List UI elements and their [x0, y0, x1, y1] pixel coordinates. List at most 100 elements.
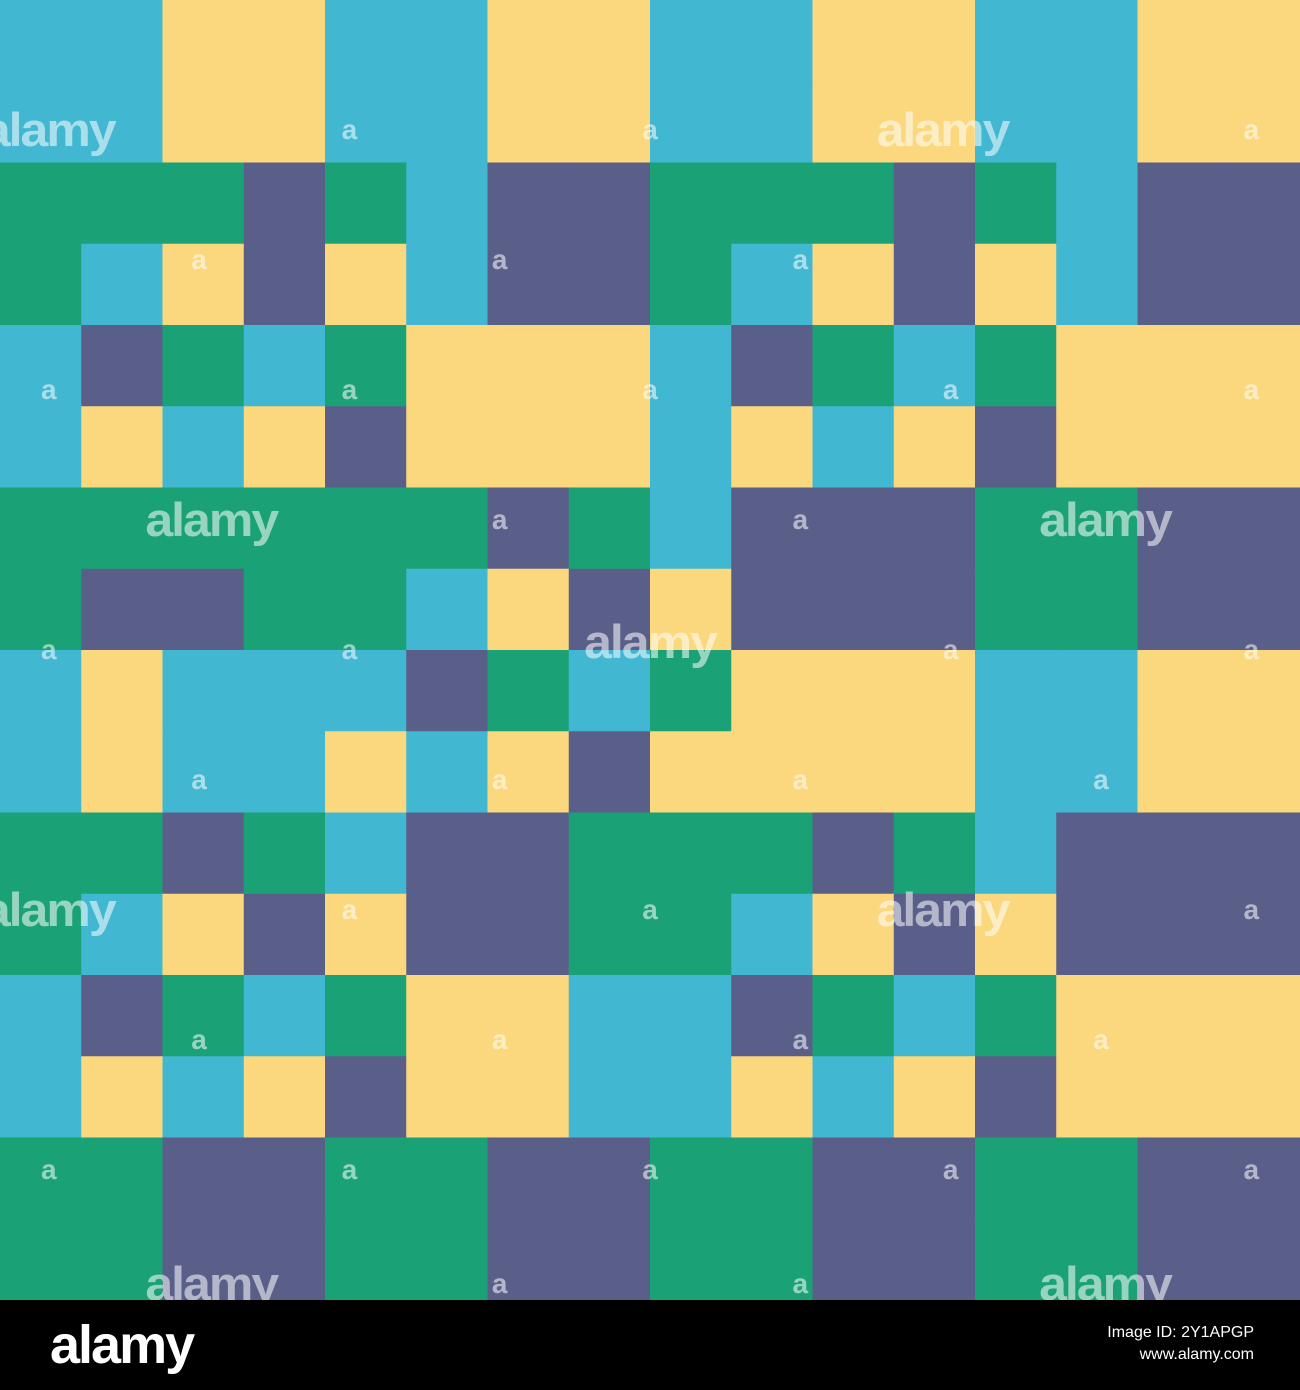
- pattern-cell-green: [731, 812, 814, 895]
- pattern-cell-green: [81, 812, 164, 895]
- pattern-cell-yellow: [243, 0, 326, 82]
- pattern-cell-yellow: [406, 1056, 489, 1139]
- pattern-cell-yellow: [731, 650, 814, 732]
- pattern-cell-cyan: [325, 0, 407, 82]
- pattern-cell-cyan: [0, 1056, 82, 1139]
- pattern-cell-purple: [1137, 568, 1220, 651]
- pattern-cell-purple: [893, 893, 976, 976]
- pattern-cell-purple: [893, 162, 976, 245]
- pattern-cell-purple: [568, 243, 651, 326]
- pattern-cell-yellow: [568, 81, 651, 164]
- pattern-cell-green: [650, 650, 732, 732]
- pattern-cell-purple: [243, 162, 326, 245]
- pattern-cell-yellow: [81, 406, 164, 489]
- pattern-cell-green: [893, 812, 976, 895]
- pattern-cell-yellow: [487, 975, 570, 1057]
- pattern-cell-purple: [893, 568, 976, 651]
- pattern-cell-cyan: [325, 81, 407, 164]
- pattern-cell-yellow: [1137, 975, 1220, 1057]
- pattern-cell-yellow: [487, 731, 570, 814]
- pattern-cell-cyan: [568, 650, 651, 732]
- pattern-cell-cyan: [650, 406, 732, 489]
- pattern-cell-yellow: [812, 731, 895, 814]
- pattern-cell-cyan: [81, 893, 164, 976]
- pattern-cell-green: [0, 1137, 82, 1220]
- pattern-cell-cyan: [81, 81, 164, 164]
- pattern-cell-green: [650, 162, 732, 245]
- pattern-cell-green: [325, 325, 407, 407]
- pattern-cell-yellow: [1218, 650, 1300, 732]
- pattern-cell-cyan: [893, 325, 976, 407]
- pattern-cell-yellow: [1056, 406, 1139, 489]
- pattern-cell-green: [812, 162, 895, 245]
- pattern-cell-green: [81, 1137, 164, 1220]
- pattern-cell-purple: [731, 975, 814, 1057]
- pattern-cell-cyan: [1056, 731, 1139, 814]
- pattern-cell-purple: [243, 1218, 326, 1300]
- pattern-cell-green: [568, 893, 651, 976]
- pattern-cell-purple: [162, 568, 245, 651]
- pattern-cell-purple: [1218, 893, 1300, 976]
- pattern-cell-yellow: [568, 406, 651, 489]
- pattern-cell-green: [0, 893, 82, 976]
- pattern-cell-cyan: [243, 731, 326, 814]
- footer-brand-logo: alamy: [50, 1315, 195, 1375]
- pattern-cell-green: [81, 487, 164, 570]
- pattern-cell-green: [243, 487, 326, 570]
- pattern-cell-purple: [893, 243, 976, 326]
- pattern-cell-cyan: [81, 243, 164, 326]
- pattern-cell-green: [325, 1218, 407, 1300]
- pattern-cell-green: [81, 1218, 164, 1300]
- pattern-cell-green: [812, 975, 895, 1057]
- pattern-cell-purple: [1218, 243, 1300, 326]
- pattern-cell-cyan: [812, 406, 895, 489]
- pattern-cell-purple: [487, 893, 570, 976]
- pattern-cell-yellow: [1218, 975, 1300, 1057]
- pattern-cell-purple: [893, 1218, 976, 1300]
- pattern-cell-purple: [731, 568, 814, 651]
- pattern-cell-purple: [568, 731, 651, 814]
- pattern-cell-purple: [487, 162, 570, 245]
- pattern-cell-purple: [568, 568, 651, 651]
- pattern-cell-green: [162, 975, 245, 1057]
- pattern-cell-purple: [243, 243, 326, 326]
- pattern-cell-green: [731, 1218, 814, 1300]
- pattern-cell-purple: [487, 812, 570, 895]
- pattern-cell-yellow: [1056, 325, 1139, 407]
- pattern-cell-purple: [568, 162, 651, 245]
- pattern-cell-yellow: [81, 1056, 164, 1139]
- pattern-cell-purple: [812, 812, 895, 895]
- pattern-cell-yellow: [1137, 406, 1220, 489]
- pattern-cell-green: [568, 812, 651, 895]
- pattern-cell-purple: [1137, 1137, 1220, 1220]
- pattern-cell-yellow: [812, 893, 895, 976]
- pattern-cell-green: [162, 487, 245, 570]
- pattern-cell-yellow: [975, 893, 1057, 976]
- pattern-cell-cyan: [406, 731, 489, 814]
- pattern-cell-purple: [1137, 243, 1220, 326]
- pattern-cell-green: [1056, 1137, 1139, 1220]
- pattern-cell-green: [0, 162, 82, 245]
- pattern-cell-yellow: [1218, 731, 1300, 814]
- pattern-cell-purple: [1056, 893, 1139, 976]
- pattern-cell-yellow: [812, 243, 895, 326]
- pattern-cell-cyan: [325, 650, 407, 732]
- pattern-cell-green: [1056, 487, 1139, 570]
- pattern-cell-purple: [1218, 487, 1300, 570]
- pattern-cell-yellow: [731, 406, 814, 489]
- pattern-cell-cyan: [731, 243, 814, 326]
- pattern-cell-cyan: [0, 650, 82, 732]
- pattern-cell-purple: [731, 325, 814, 407]
- pattern-cell-yellow: [812, 650, 895, 732]
- pattern-cell-purple: [81, 975, 164, 1057]
- pattern-cell-yellow: [243, 81, 326, 164]
- pattern-cell-cyan: [975, 731, 1057, 814]
- pattern-cell-yellow: [487, 568, 570, 651]
- pattern-cell-cyan: [975, 650, 1057, 732]
- pattern-cell-green: [812, 325, 895, 407]
- pattern-cell-purple: [1056, 812, 1139, 895]
- pattern-cell-purple: [812, 487, 895, 570]
- pattern-cell-yellow: [81, 650, 164, 732]
- pattern-cell-green: [0, 243, 82, 326]
- pattern-cell-purple: [162, 1218, 245, 1300]
